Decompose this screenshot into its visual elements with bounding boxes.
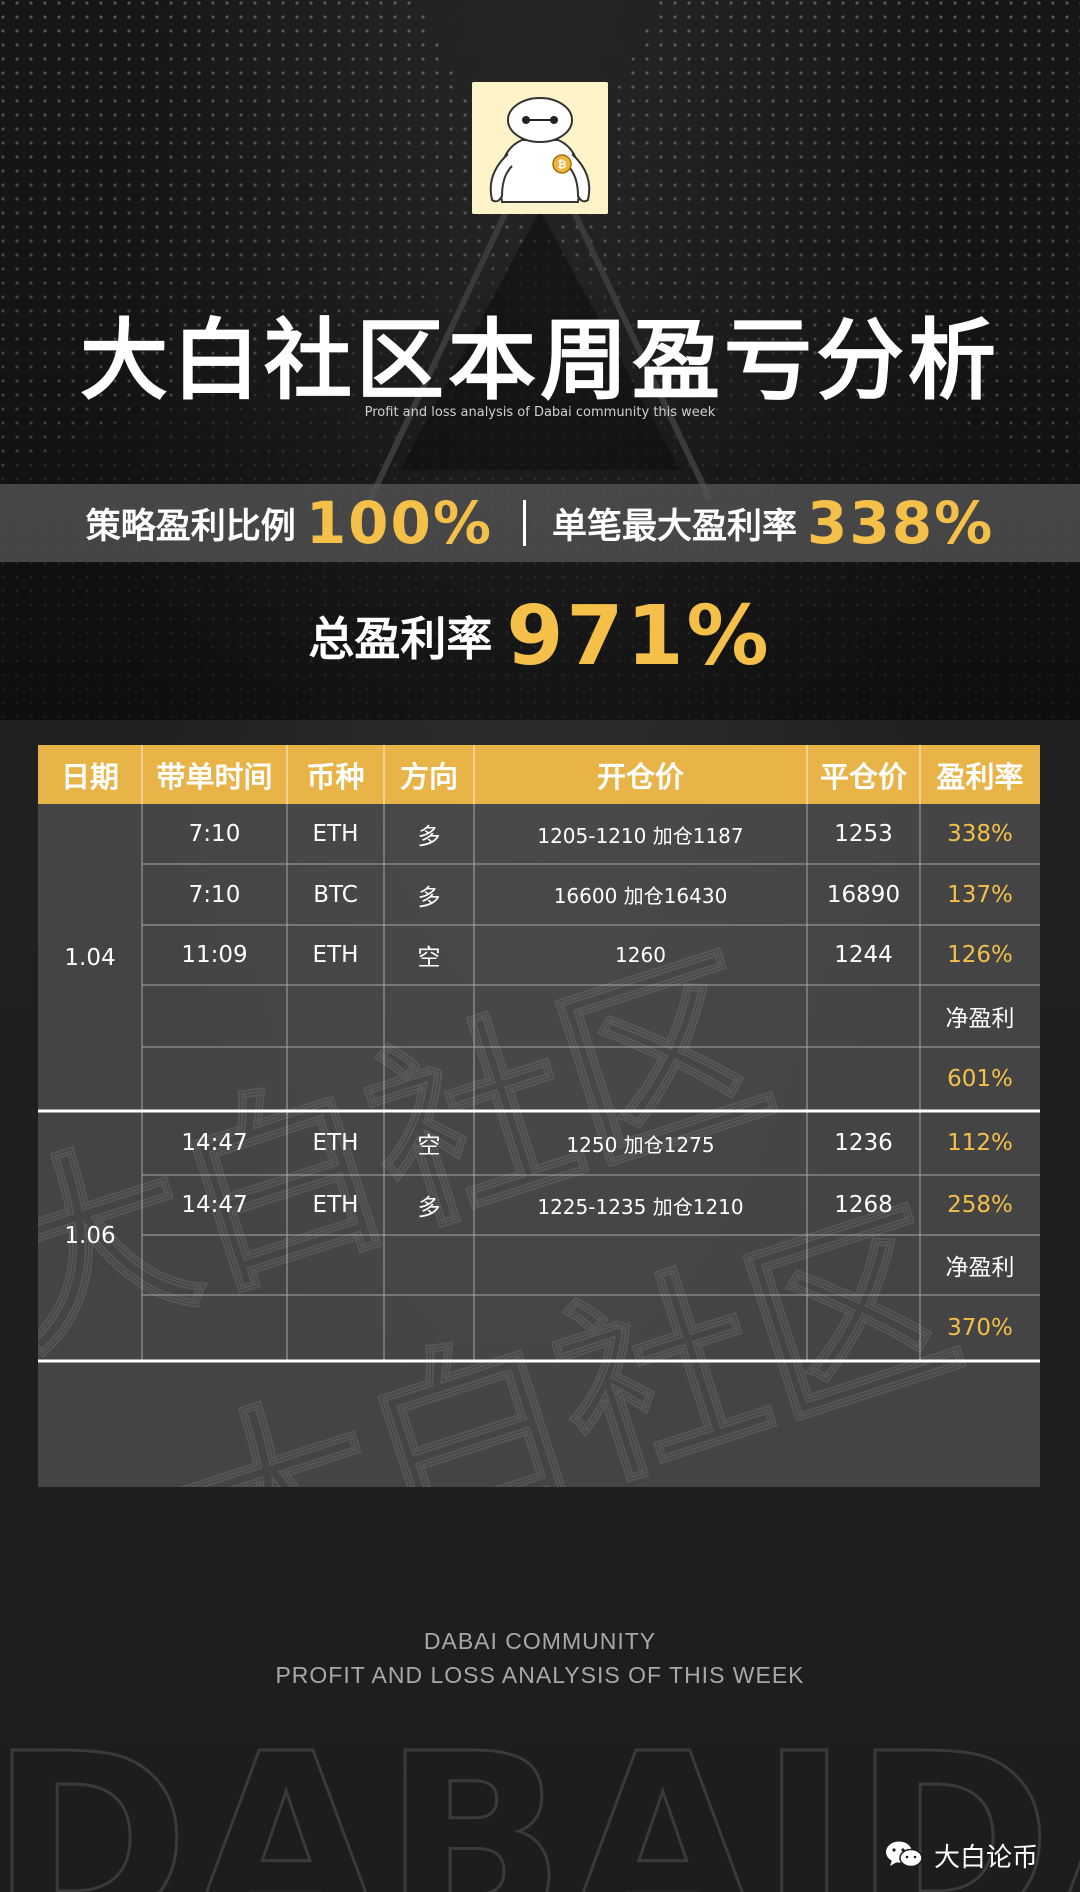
trade-open-price: 16600 加仓16430	[553, 884, 728, 908]
net-profit-value: 601%	[947, 1066, 1013, 1092]
strategy-ratio-value: 100%	[305, 489, 493, 557]
svg-text:₿: ₿	[558, 158, 567, 171]
header-open-price: 开仓价	[596, 759, 684, 794]
group-date-cell: 1.06	[64, 1223, 116, 1249]
stats-band: 策略盈利比例 100% 单笔最大盈利率 338%	[0, 484, 1080, 562]
trade-time: 7:10	[188, 821, 241, 847]
max-profit-label: 单笔最大盈利率	[552, 506, 798, 547]
trade-direction: 多	[417, 824, 441, 850]
header-coin: 币种	[306, 759, 365, 794]
trade-time: 11:09	[181, 942, 248, 968]
wechat-account[interactable]: 大白论币	[884, 1838, 1039, 1873]
net-profit-label: 净盈利	[945, 1006, 1015, 1032]
trade-coin: BTC	[313, 881, 358, 908]
trade-profit-rate: 112%	[947, 1130, 1013, 1156]
trade-open-price: 1250 加仓1275	[566, 1132, 715, 1157]
table-grid: 大白社区 大白社区	[38, 745, 1040, 1487]
footer-tagline: PROFIT AND LOSS ANALYSIS OF THIS WEEK	[275, 1662, 805, 1688]
trade-direction: 空	[417, 1133, 441, 1159]
total-profit: 总盈利率 971%	[0, 589, 1080, 684]
trade-open-price: 1205-1210 加仓1187	[537, 823, 744, 848]
trade-close-price: 1268	[834, 1192, 893, 1218]
trade-table: 大白社区 大白社区	[38, 745, 1040, 1487]
strategy-ratio-label: 策略盈利比例	[85, 506, 296, 547]
page-subtitle: Profit and loss analysis of Dabai commun…	[364, 405, 716, 420]
trade-direction: 多	[417, 1195, 441, 1221]
svg-text:DABAIDABAI: DABAIDABAI	[0, 1720, 1080, 1892]
trade-direction: 多	[417, 884, 441, 911]
trade-direction: 空	[417, 945, 441, 971]
trade-profit-rate: 137%	[947, 881, 1013, 908]
trade-coin: ETH	[312, 1192, 359, 1218]
total-profit-label: 总盈利率	[308, 612, 493, 666]
header-direction: 方向	[399, 759, 458, 794]
footer-community: DABAI COMMUNITY	[423, 1628, 657, 1654]
trade-profit-rate: 126%	[947, 942, 1013, 968]
trade-close-price: 1253	[834, 821, 893, 847]
stats-divider	[523, 500, 526, 546]
net-profit-value: 370%	[947, 1315, 1013, 1341]
wechat-account-name: 大白论币	[934, 1842, 1039, 1873]
trade-close-price: 1236	[834, 1130, 893, 1156]
trade-open-price: 1260	[615, 943, 666, 967]
header-date: 日期	[60, 759, 119, 794]
trade-profit-rate: 258%	[947, 1192, 1013, 1218]
trade-coin: ETH	[312, 1130, 359, 1156]
total-profit-value: 971%	[506, 588, 772, 684]
trade-coin: ETH	[312, 942, 359, 968]
trade-close-price: 1244	[834, 942, 893, 968]
trade-close-price: 16890	[826, 881, 901, 908]
trade-time: 7:10	[188, 881, 241, 908]
dabai-logo: ₿	[472, 82, 608, 214]
group-date-cell: 1.04	[64, 944, 116, 971]
wechat-icon	[886, 1841, 923, 1868]
dabai-robot-icon: ₿	[472, 82, 608, 214]
trade-coin: ETH	[312, 821, 359, 847]
header-close-price: 平仓价	[819, 759, 907, 794]
trade-open-price: 1225-1235 加仓1210	[537, 1194, 744, 1219]
net-profit-label: 净盈利	[945, 1255, 1015, 1281]
footer-brand-outline: DABAIDABAI	[0, 1720, 1080, 1892]
header-time: 带单时间	[156, 759, 273, 794]
trade-profit-rate: 338%	[947, 821, 1013, 847]
header-profit-rate: 盈利率	[936, 759, 1024, 794]
max-profit-value: 338%	[807, 489, 995, 557]
trade-time: 14:47	[181, 1130, 248, 1156]
page-title: 大白社区本周盈亏分析	[79, 309, 1000, 412]
trade-time: 14:47	[181, 1192, 248, 1218]
